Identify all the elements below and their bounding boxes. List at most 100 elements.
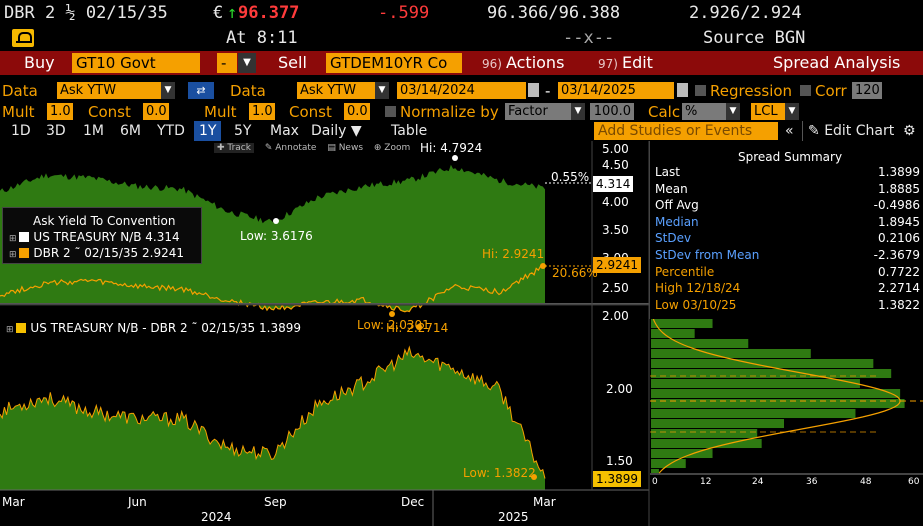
period-ytd[interactable]: YTD [157,123,185,139]
histogram-bar [651,469,659,473]
period-5y[interactable]: 5Y [234,123,252,139]
regression-checkbox[interactable] [695,85,706,96]
collapse-icon[interactable]: « [785,123,794,139]
period-3d[interactable]: 3D [46,123,66,139]
x-tick: Dec [401,495,425,509]
period-1d[interactable]: 1D [11,123,31,139]
mult2-label: Mult [204,103,237,121]
histogram-bar [651,419,784,428]
edit-chart-button[interactable]: ✎ Edit Chart [802,121,899,141]
top-legend: Ask Yield To Convention ⊞ US TREASURY N/… [2,207,202,264]
data2-dropdown-icon[interactable]: ▼ [375,82,389,99]
period-1y[interactable]: 1Y [194,121,222,141]
legend-swatch-orange [19,248,30,258]
alert-bell-icon[interactable] [12,29,34,47]
summary-value: 0.2106 [878,231,920,246]
legend-title: Ask Yield To Convention [33,214,176,228]
news-tool[interactable]: ▤ News [327,143,364,153]
ticker: DBR 2 ½ 02/15/35 [4,3,168,23]
hi1-marker [452,155,458,161]
year-label: 2025 [498,510,529,524]
date-separator: - [545,82,551,100]
page-title: Spread Analysis [773,53,901,72]
track-tool[interactable]: ✚ Track [214,143,254,153]
const1-label: Const [88,103,131,121]
summary-value: 1.8945 [878,214,920,229]
buy-dropdown-icon[interactable]: ▼ [238,53,256,73]
y-tick: 3.50 [602,223,629,237]
bottom-legend[interactable]: ⊞ US TREASURY N/B - DBR 2 ˜ 02/15/35 1.3… [6,321,302,335]
summary-key: Off Avg [655,198,699,213]
summary-row: Low 03/10/25 1.3822 [655,298,920,314]
low1-label: Low: 3.6176 [240,229,313,243]
hist-x-tick: 24 [752,477,764,487]
annotate-tool[interactable]: ✎ Annotate [264,143,317,153]
frequency-dropdown[interactable]: Daily ▼ [311,123,362,139]
start-date-field[interactable]: 03/14/2024 [397,82,526,99]
table-button[interactable]: Table [391,123,428,139]
price-change: -.599 [378,3,430,23]
buy-ticker-field[interactable]: GT10 Govt [72,53,200,73]
const2-field[interactable]: 0.0 [344,103,370,120]
period-6m[interactable]: 6M [120,123,141,139]
summary-row: Last 1.3899 [655,165,920,181]
studies-search-input[interactable]: Add Studies or Events [594,122,778,140]
data1-field[interactable]: Ask YTW [57,82,161,99]
spread-hi-marker [416,324,422,330]
security-header: DBR 2 ½ 02/15/35 € ↑ 96.377 -.599 96.366… [0,0,923,26]
calc-dropdown-icon[interactable]: ▼ [726,103,740,120]
data1-dropdown-icon[interactable]: ▼ [161,82,175,99]
start-calendar-icon[interactable] [528,83,539,97]
legend-series-1[interactable]: ⊞ US TREASURY N/B 4.314 [9,230,180,244]
mult2-field[interactable]: 1.0 [249,103,275,120]
buy-side-field[interactable]: - [217,53,237,73]
factor-field[interactable]: 100.0 [590,103,634,120]
mult1-field[interactable]: 1.0 [47,103,73,120]
const1-field[interactable]: 0.0 [143,103,169,120]
mult-controls-row: Mult 1.0 Const 0.0 Mult 1.0 Const 0.0 No… [0,101,923,123]
sell-ticker-field[interactable]: GTDEM10YR Co [326,53,462,73]
legend-swatch-white [19,232,30,242]
summary-value: 1.3899 [878,165,920,179]
chart-toolbar: 1D 3D 1M 6M YTD 1Y 5Y Max Daily ▼ Table … [0,121,923,141]
y-tick: 4.00 [602,195,629,209]
swap-icon[interactable]: ⇄ [188,82,214,99]
hist-x-tick: 0 [652,477,658,487]
summary-row: Percentile 0.7722 [655,265,920,281]
corr-field[interactable]: 120 [852,82,882,99]
period-max[interactable]: Max [270,123,299,139]
end-calendar-icon[interactable] [677,83,688,97]
edit-menu[interactable]: 97) Edit [598,53,653,72]
end-date-field[interactable]: 03/14/2025 [558,82,674,99]
bid-ask: 96.366/96.388 [487,3,621,23]
last-price: 96.377 [238,3,300,23]
summary-row: Off Avg -0.4986 [655,198,920,214]
zoom-tool[interactable]: ⊕ Zoom [373,143,411,153]
normalize-field[interactable]: Factor [505,103,571,120]
legend-series-2[interactable]: ⊞ DBR 2 ˜ 02/15/35 2.9241 [9,246,185,260]
legend-swatch-spread [16,323,27,333]
summary-value: 1.8885 [878,181,920,196]
x-tick: Sep [264,495,287,509]
normalize-checkbox[interactable] [385,106,396,117]
mini-toolbar: ✚ Track ✎ Annotate ▤ News ⊕ Zoom [214,143,410,153]
spread-hi-label: Hi: 2.2714 [386,321,449,335]
summary-key: Mean [655,181,688,196]
last1-tag: 4.314 [593,176,634,192]
gear-icon[interactable]: ⚙ [903,123,916,139]
actions-menu[interactable]: 96) Actions [482,53,565,72]
summary-row: StDev from Mean -2.3679 [655,248,920,264]
hi2-label: Hi: 2.9241 [482,247,545,261]
corr-label: Corr [815,82,847,100]
histogram-bar [651,399,905,408]
lcl-field[interactable]: LCL [751,103,785,120]
calc-field[interactable]: % [682,103,726,120]
lcl-dropdown-icon[interactable]: ▼ [785,103,799,120]
data2-field[interactable]: Ask YTW [297,82,375,99]
normalize-dropdown-icon[interactable]: ▼ [571,103,585,120]
x-tick: Mar [533,495,556,509]
histogram-bar [651,319,713,328]
spread-area [0,347,545,490]
corr-checkbox[interactable] [800,85,811,96]
period-1m[interactable]: 1M [83,123,104,139]
